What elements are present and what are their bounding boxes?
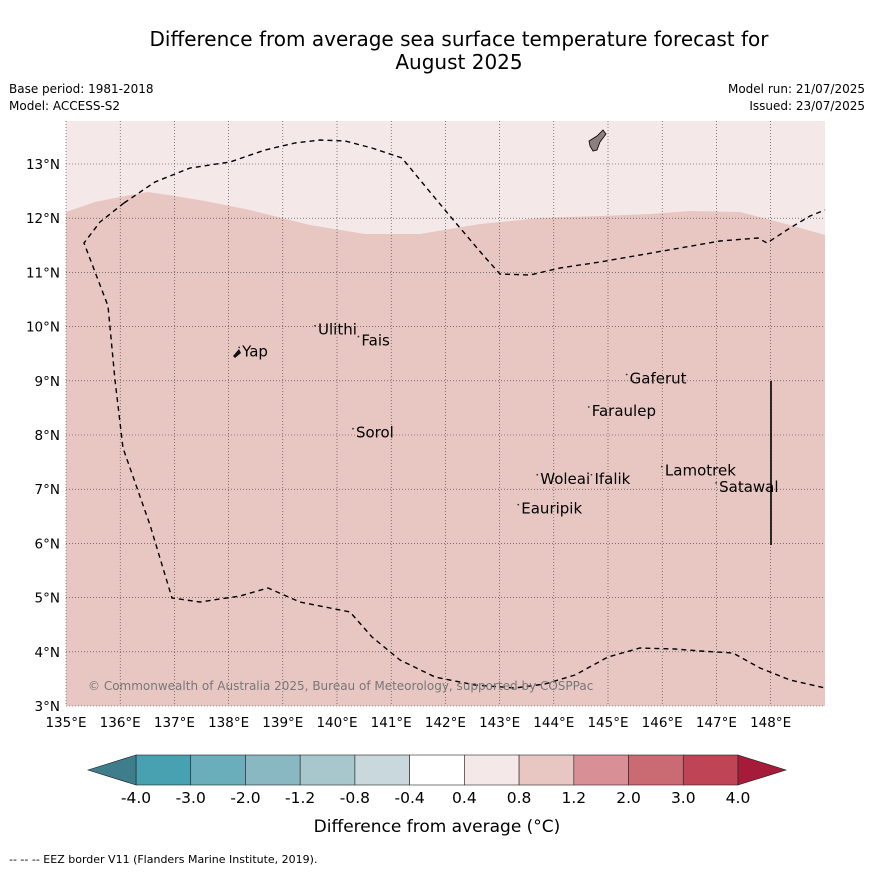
longitude-tick-label: 140°E [316,715,357,731]
colorbar-segment [190,754,246,786]
colorbar-tick-label: -0.4 [395,789,425,807]
colorbar-tick-label: -0.8 [340,789,370,807]
model-name: Model: ACCESS-S2 [9,99,121,113]
colorbar-label: Difference from average (°C) [314,817,561,837]
latitude-tick-label: 7°N [35,482,60,498]
page-title: Difference from average sea surface temp… [40,28,873,74]
place-label-woleai: Woleai [540,470,590,488]
latitude-tick-label: 5°N [35,591,60,607]
latitude-tick-label: 9°N [35,374,60,390]
longitude-tick-label: 136°E [100,715,141,731]
colorbar-tick-label: -4.0 [121,789,151,807]
graticule [65,121,825,707]
colorbar-under-arrow [86,754,137,786]
colorbar-tick-label: -1.2 [285,789,315,807]
colorbar-segment [245,754,301,786]
colorbar-tick-label: -3.0 [176,789,206,807]
latitude-tick-label: 4°N [35,645,60,661]
colorbar-segment [409,754,465,786]
place-label-ulithi: Ulithi [318,321,357,339]
place-marker [314,324,316,327]
colorbar-segment [518,754,575,786]
place-label-faraulep: Faraulep [592,402,656,420]
colorbar-tick-label: 1.2 [561,789,586,807]
place-marker [357,335,360,338]
longitude-tick-label: 137°E [154,715,195,731]
latitude-tick-label: 10°N [26,320,60,336]
eez-border [123,139,826,276]
colorbar: -4.0 -3.0 -2.0 -1.2 -0.8 -0.4 0.4 0.8 1.2 2.0 3.0 4… [86,754,788,807]
longitude-tick-label: 138°E [208,715,249,731]
place-marker [517,503,520,506]
title-line-2: August 2025 [395,50,523,74]
longitude-tick-label: 142°E [425,715,466,731]
issued-date: Issued: 23/07/2025 [749,99,865,113]
place-label-sorol: Sorol [356,424,394,442]
place-label-yap: Yap [241,342,268,360]
place-marker [590,473,593,476]
latitude-tick-label: 11°N [26,265,60,281]
longitude-tick-label: 139°E [262,715,303,731]
colorbar-over-arrow [737,754,788,786]
place-label-gaferut: Gaferut [630,370,687,388]
place-marker [536,473,539,476]
latitude-tick-label: 3°N [35,699,60,715]
place-marker [625,373,628,376]
place-label-fais: Fais [361,332,390,350]
guam-island [588,129,607,152]
colorbar-segment [573,754,629,786]
place-label-satawal: Satawal [719,478,778,496]
latitude-tick-label: 6°N [35,536,60,552]
place-label-lamotrek: Lamotrek [665,462,736,480]
colorbar-tick-label: 3.0 [671,789,696,807]
place-marker [238,346,241,349]
latitude-tick-label: 8°N [35,428,60,444]
place-marker [587,406,590,408]
place-marker [661,465,663,468]
colorbar-segment [354,754,410,786]
longitude-tick-label: 143°E [479,715,520,731]
colorbar-tick-label: 0.4 [452,789,477,807]
longitude-tick-label: 147°E [696,715,737,731]
meta-right: Model run: 21/07/2025 Issued: 23/07/2025 [728,81,865,115]
longitude-tick-label: 146°E [642,715,683,731]
longitude-tick-label: 145°E [587,715,628,731]
colorbar-segment [299,754,356,786]
latitude-tick-labels: 3°N 4°N 5°N 6°N 7°N 8°N 9°N 10°N 11°N 12°N 13°N [26,157,60,715]
place-marker [715,482,718,484]
longitude-tick-label: 141°E [371,715,412,731]
base-period: Base period: 1981-2018 [9,82,154,96]
longitude-tick-labels: 135°E 136°E 137°E 138°E 139°E 140°E 141°E 142°E… [45,715,791,731]
title-line-1: Difference from average sea surface temp… [149,27,769,51]
copyright-notice: © Commonwealth of Australia 2025, Bureau… [88,679,593,693]
longitude-tick-label: 135°E [45,715,86,731]
longitude-tick-label: 148°E [750,715,791,731]
yap-island [233,349,241,358]
colorbar-segment [682,754,739,786]
latitude-tick-label: 13°N [26,157,60,173]
colorbar-segment [135,754,192,786]
colorbar-segment [464,754,520,786]
longitude-tick-label: 144°E [533,715,574,731]
colorbar-tick-label: 4.0 [726,789,751,807]
colorbar-tick-label: -2.0 [230,789,260,807]
colorbar-tick-label: 2.0 [616,789,641,807]
model-run: Model run: 21/07/2025 [727,82,865,96]
meta-left: Base period: 1981-2018 Model: ACCESS-S2 [9,81,154,115]
place-label-eauripik: Eauripik [521,500,582,518]
place-label-ifalik: Ifalik [594,470,630,488]
footnote-eez-source: -- -- -- EEZ border V11 (Flanders Marine… [9,853,318,866]
eez-border-west [83,202,826,689]
place-marker [352,427,354,430]
latitude-tick-label: 12°N [26,211,60,227]
colorbar-segment [628,754,684,786]
colorbar-tick-label: 0.8 [507,789,532,807]
